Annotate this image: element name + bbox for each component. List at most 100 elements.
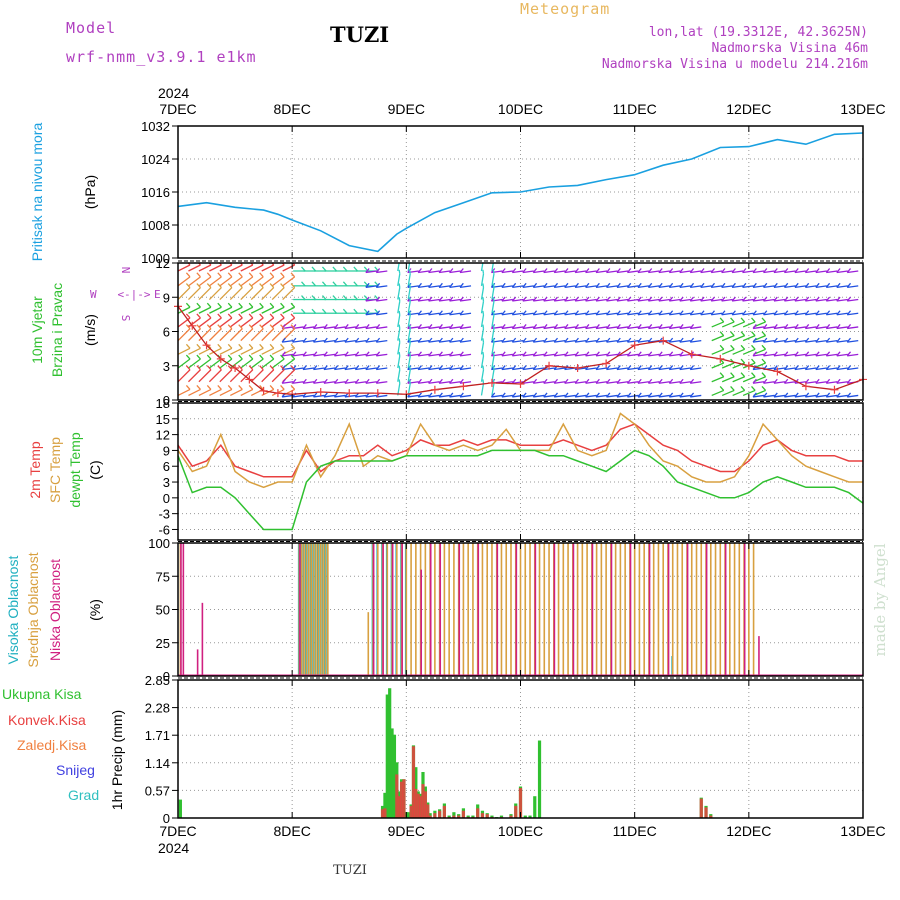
wind-barb-flag xyxy=(259,343,264,349)
wind-barb-flag xyxy=(229,263,233,266)
wind-barb xyxy=(637,298,650,302)
wind-barb xyxy=(491,394,503,398)
wind-barb xyxy=(773,312,786,316)
wind-barb xyxy=(501,312,513,316)
wind-barb-flag xyxy=(398,283,401,288)
wind-barb xyxy=(533,339,545,343)
y-tick-label: 6 xyxy=(163,325,170,340)
wind-barb-flag xyxy=(783,324,789,329)
wind-barb-flag xyxy=(248,354,254,360)
wind-barb xyxy=(522,394,534,398)
wind-barb xyxy=(752,326,765,330)
wind-barb-flag xyxy=(595,378,600,384)
wind-barb xyxy=(313,367,325,371)
station-title: TUZI xyxy=(330,22,390,47)
wind-barb xyxy=(229,287,243,300)
wind-barb-flag xyxy=(408,310,411,316)
wind-barb xyxy=(554,394,566,398)
wind-barb-flag xyxy=(783,378,789,384)
precip-bar xyxy=(416,793,420,818)
wind-barb-flag xyxy=(647,392,653,398)
wind-barb xyxy=(752,339,765,343)
wind-barb xyxy=(418,285,430,288)
wind-barb xyxy=(826,298,838,302)
wind-barb-flag xyxy=(333,365,339,370)
wind-barb xyxy=(344,367,356,371)
wind-barb xyxy=(805,394,817,398)
temp-unit-label: (C) xyxy=(87,460,103,479)
wind-barb-flag xyxy=(417,268,422,273)
wind-barb-flag xyxy=(522,337,527,343)
wind-barb xyxy=(355,353,367,357)
wind-barb-flag xyxy=(761,372,767,378)
wind-barb xyxy=(188,287,201,300)
wind-barb-flag xyxy=(564,392,569,398)
wind-barb xyxy=(815,312,827,316)
wind-barb xyxy=(606,285,618,288)
wind-barb xyxy=(595,270,608,274)
wind-barb-flag xyxy=(763,282,768,288)
wind-speed-marker xyxy=(245,375,254,384)
wind-barb xyxy=(606,367,618,371)
wind-barb-flag xyxy=(408,297,411,302)
wind-barb xyxy=(522,312,534,316)
wind-barb-flag xyxy=(532,392,538,398)
wind-barb-flag xyxy=(825,268,831,273)
wind-barb-flag xyxy=(492,310,495,316)
wind-barb xyxy=(282,287,296,300)
wind-barb xyxy=(512,298,524,302)
wind-barb xyxy=(752,394,765,398)
wind-barb-flag xyxy=(185,384,191,390)
sfc-temp-axis-label: SFC Temp xyxy=(47,437,63,503)
wind-barb xyxy=(491,301,495,314)
precip-legend-item: Grad xyxy=(68,787,99,803)
wind-barb-flag xyxy=(196,354,201,360)
wind-barb-flag xyxy=(227,354,233,360)
wind-barb-flag xyxy=(290,365,296,371)
wind-barb xyxy=(679,285,691,288)
wind-barb xyxy=(428,353,440,357)
wind-barb-flag xyxy=(417,365,422,370)
wind-barb xyxy=(826,339,838,343)
wind-barb-flag xyxy=(825,392,831,398)
wind-barb xyxy=(815,285,827,288)
wind-barb xyxy=(418,326,430,330)
wind-barb xyxy=(428,298,440,302)
wind-barb xyxy=(250,287,264,300)
wind-barb-flag xyxy=(269,272,275,278)
wind-barb-flag xyxy=(721,282,726,288)
wind-barb-flag xyxy=(606,324,611,329)
x-day-label-top: 9DEC xyxy=(388,101,425,117)
wind-barb xyxy=(742,376,756,383)
wind-barb xyxy=(344,394,356,398)
wind-barb-flag xyxy=(773,310,778,316)
wind-barb xyxy=(794,326,807,330)
wind-barb xyxy=(658,381,670,384)
wind-barb-flag xyxy=(751,344,756,350)
wind-barb xyxy=(711,376,724,383)
wind-barb-flag xyxy=(595,337,600,343)
wind-barb xyxy=(711,389,724,397)
wind-barb-flag xyxy=(408,269,411,274)
wind-barb-flag xyxy=(185,354,191,360)
wind-barb xyxy=(763,339,775,343)
wind-barb xyxy=(449,285,461,288)
wind-speed-marker xyxy=(630,341,639,350)
wind-barb-flag xyxy=(731,296,736,302)
x-day-label-bottom: 11DEC xyxy=(613,823,657,839)
wind-barb xyxy=(365,381,377,384)
wind-barb xyxy=(230,347,243,355)
wind-barb-flag xyxy=(761,344,767,350)
wind-barb-flag xyxy=(825,324,831,329)
direction-legend-e: E xyxy=(154,288,161,301)
wind-barb-flag xyxy=(408,379,411,384)
wind-barb-flag xyxy=(196,365,201,371)
y-tick-label: 12 xyxy=(156,256,170,271)
wind-barb-flag xyxy=(773,365,778,370)
wind-barb xyxy=(658,285,670,288)
wind-barb-flag xyxy=(269,384,275,390)
wind-barb-flag xyxy=(637,324,642,329)
wind-barb-flag xyxy=(564,268,569,273)
wind-barb-flag xyxy=(185,365,191,371)
wind-barb-flag xyxy=(206,365,212,371)
